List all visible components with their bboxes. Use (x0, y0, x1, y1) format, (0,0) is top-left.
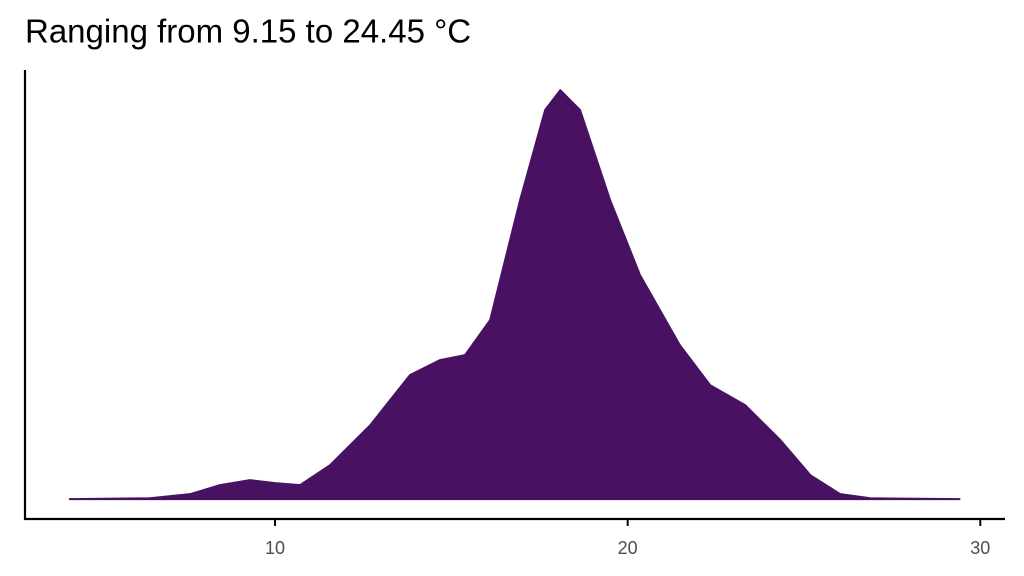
x-tick-label: 10 (265, 538, 285, 558)
density-area (68, 89, 961, 501)
x-tick-label: 20 (618, 538, 638, 558)
chart-title: Ranging from 9.15 to 24.45 °C (25, 13, 471, 50)
x-tick-label: 30 (970, 538, 990, 558)
